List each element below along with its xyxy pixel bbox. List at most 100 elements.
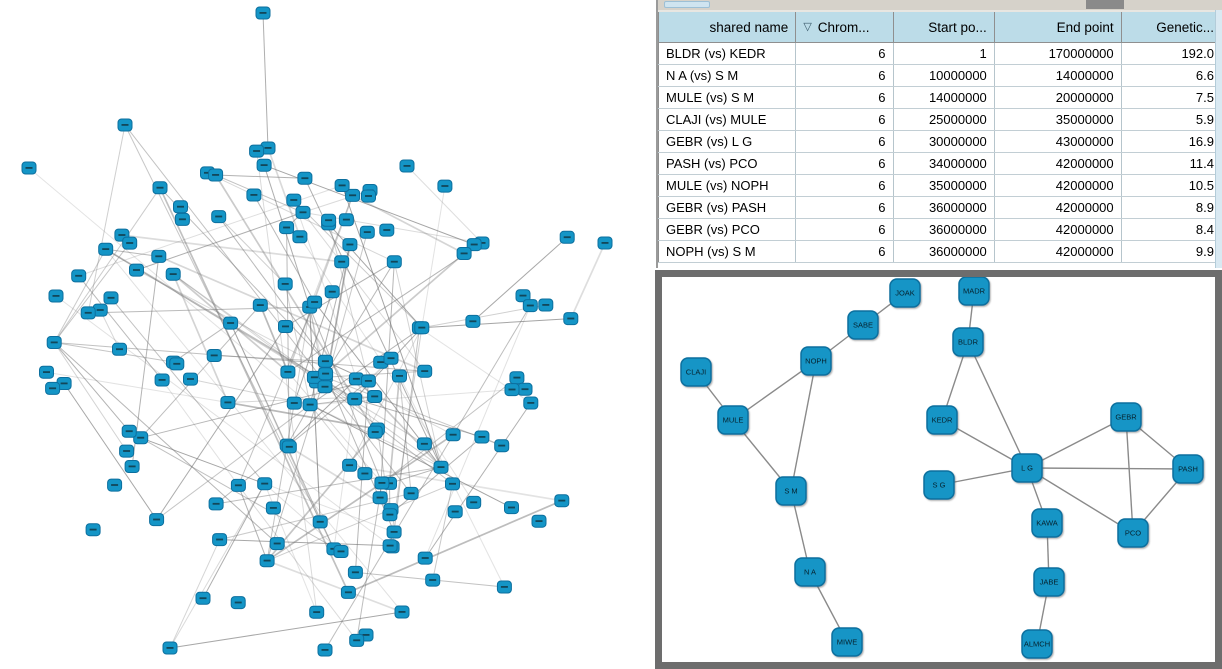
network-node[interactable]	[349, 633, 365, 647]
network-node[interactable]	[338, 213, 354, 227]
network-node[interactable]	[169, 357, 185, 371]
network-node[interactable]	[559, 230, 575, 244]
network-node[interactable]	[394, 605, 410, 619]
network-node[interactable]	[466, 238, 482, 252]
table-row[interactable]: BLDR (vs) KEDR 6 1 170000000 192.0	[657, 42, 1222, 65]
network-node[interactable]	[445, 477, 460, 491]
network-node[interactable]	[345, 188, 361, 202]
network-node[interactable]	[302, 398, 318, 412]
network-node[interactable]	[321, 213, 337, 227]
network-node[interactable]	[265, 501, 281, 515]
network-node[interactable]	[223, 316, 239, 330]
network-node[interactable]	[309, 605, 325, 619]
network-node-SM[interactable]: S M	[775, 476, 807, 506]
network-node[interactable]	[494, 439, 510, 453]
network-node[interactable]	[504, 501, 519, 515]
network-node[interactable]	[392, 369, 407, 383]
detail-network-panel[interactable]: JOAK MADR SABE NOPH BLDR CLAJI MULE KEDR GEBR S G…	[655, 270, 1222, 669]
network-node[interactable]	[208, 168, 224, 182]
network-node[interactable]	[357, 467, 373, 481]
network-node[interactable]	[324, 285, 340, 299]
network-node[interactable]	[523, 396, 539, 410]
edge-NOPH-SM[interactable]	[790, 360, 817, 492]
table-row[interactable]: MULE (vs) NOPH 6 35000000 42000000 10.5	[657, 174, 1222, 197]
network-node[interactable]	[417, 551, 433, 565]
network-node[interactable]	[307, 295, 323, 309]
table-row[interactable]: GEBR (vs) L G 6 30000000 43000000 16.9	[657, 130, 1222, 153]
network-node[interactable]	[383, 351, 399, 365]
network-node[interactable]	[563, 312, 579, 326]
network-node[interactable]	[48, 289, 64, 303]
network-node[interactable]	[554, 494, 570, 508]
network-node[interactable]	[312, 515, 328, 529]
filter-icon[interactable]: ▽	[803, 20, 812, 33]
network-node[interactable]	[340, 585, 356, 599]
network-node[interactable]	[318, 367, 334, 381]
network-node[interactable]	[119, 444, 135, 458]
network-node[interactable]	[252, 298, 268, 312]
network-node-PCO[interactable]: PCO	[1117, 518, 1149, 548]
column-header-2[interactable]: Start po...	[892, 10, 995, 43]
network-node[interactable]	[297, 171, 313, 185]
network-node[interactable]	[597, 236, 613, 250]
overview-network-canvas[interactable]	[0, 0, 655, 669]
network-node-LG[interactable]: L G	[1011, 453, 1043, 483]
network-node[interactable]	[437, 179, 453, 193]
network-node[interactable]	[509, 371, 525, 385]
network-node[interactable]	[334, 255, 350, 269]
network-node[interactable]	[281, 440, 297, 454]
edge-BLDR-LG[interactable]	[967, 341, 1028, 469]
network-node[interactable]	[206, 349, 222, 362]
network-node[interactable]	[317, 380, 333, 394]
network-node[interactable]	[334, 179, 350, 192]
network-node[interactable]	[367, 425, 383, 439]
network-node[interactable]	[347, 565, 363, 579]
network-node[interactable]	[154, 373, 170, 387]
network-node[interactable]	[374, 476, 390, 490]
network-node[interactable]	[359, 225, 375, 239]
network-node[interactable]	[280, 365, 296, 379]
network-node[interactable]	[317, 354, 333, 368]
network-node[interactable]	[39, 365, 54, 379]
table-row[interactable]: GEBR (vs) PCO 6 36000000 42000000 8.4	[657, 218, 1222, 241]
network-node[interactable]	[279, 221, 295, 235]
network-node[interactable]	[71, 269, 87, 283]
network-node[interactable]	[212, 533, 228, 547]
network-node[interactable]	[98, 242, 114, 256]
network-node-PASH[interactable]: PASH	[1172, 454, 1204, 484]
network-node[interactable]	[165, 267, 181, 281]
network-node[interactable]	[85, 523, 101, 537]
network-node[interactable]	[56, 377, 72, 390]
network-node[interactable]	[379, 223, 395, 237]
network-node[interactable]	[129, 263, 144, 277]
network-node[interactable]	[46, 336, 62, 349]
network-node[interactable]	[403, 486, 419, 500]
network-node-KAWA[interactable]: KAWA	[1031, 508, 1063, 538]
network-node[interactable]	[466, 495, 482, 509]
network-node[interactable]	[425, 573, 441, 587]
network-node-BLDR[interactable]: BLDR	[952, 327, 984, 357]
network-node[interactable]	[342, 238, 358, 252]
network-node[interactable]	[382, 539, 398, 553]
network-node[interactable]	[347, 392, 363, 406]
network-node[interactable]	[496, 580, 512, 594]
table-row[interactable]: CLAJI (vs) MULE 6 25000000 35000000 5.9	[657, 108, 1222, 131]
table-row[interactable]: MULE (vs) S M 6 14000000 20000000 7.5	[657, 86, 1222, 109]
network-node[interactable]	[474, 430, 490, 444]
column-header-4[interactable]: Genetic...	[1120, 10, 1222, 43]
edge-LG-PASH[interactable]	[1026, 467, 1189, 470]
network-node-JOAK[interactable]: JOAK	[889, 278, 921, 308]
detail-network-canvas[interactable]: JOAK MADR SABE NOPH BLDR CLAJI MULE KEDR GEBR S G…	[662, 277, 1215, 662]
table-row[interactable]: GEBR (vs) PASH 6 36000000 42000000 8.9	[657, 196, 1222, 219]
network-node[interactable]	[45, 381, 61, 395]
network-node[interactable]	[399, 159, 415, 173]
network-node[interactable]	[278, 320, 293, 333]
network-node-NA[interactable]: N A	[794, 557, 826, 587]
network-node[interactable]	[133, 431, 149, 445]
network-node[interactable]	[292, 230, 308, 244]
network-node[interactable]	[211, 210, 227, 224]
table-row[interactable]: N A (vs) S M 6 10000000 14000000 6.6	[657, 64, 1222, 87]
network-node[interactable]	[386, 525, 402, 539]
network-node[interactable]	[80, 306, 96, 320]
network-node[interactable]	[277, 277, 293, 291]
